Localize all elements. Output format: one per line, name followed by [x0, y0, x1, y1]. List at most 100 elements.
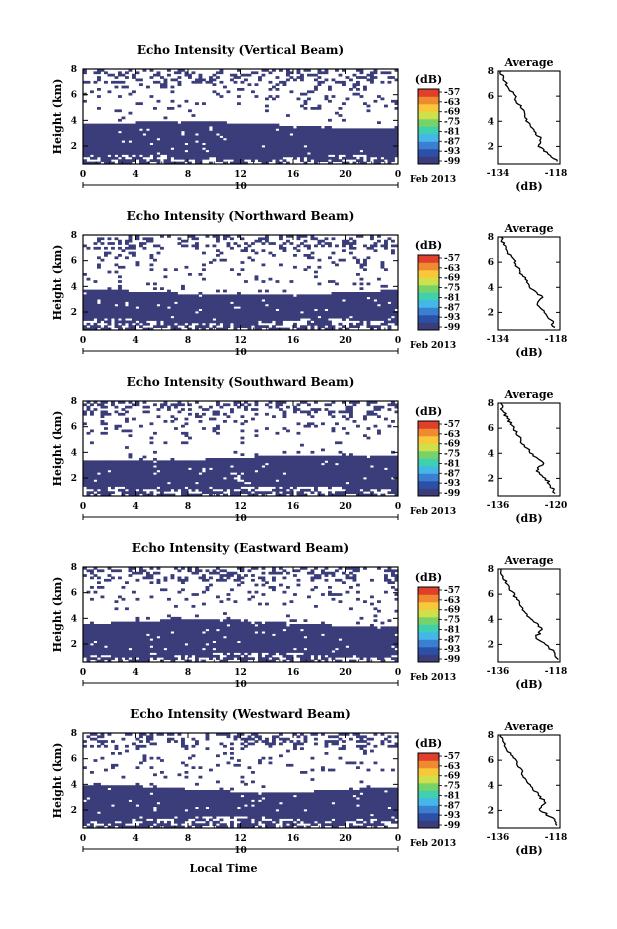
- echo-cell: [212, 128, 217, 132]
- echo-cell: [128, 315, 133, 319]
- echo-cell: [384, 296, 388, 300]
- echo-cell: [363, 102, 367, 106]
- echo-cell: [310, 154, 315, 158]
- echo-cell: [104, 154, 108, 158]
- echo-cell: [261, 161, 266, 165]
- echo-cell: [128, 159, 133, 163]
- echo-cell: [335, 296, 339, 300]
- echo-cell: [286, 327, 290, 331]
- echo-cell: [107, 308, 112, 312]
- echo-cell: [198, 149, 203, 153]
- echo-cell: [251, 303, 255, 307]
- echo-cell: [104, 254, 108, 257]
- echo-cell: [293, 265, 297, 269]
- echo-cell: [223, 126, 227, 129]
- echo-cell: [268, 156, 273, 160]
- echo-cell: [230, 246, 234, 250]
- echo-cell: [254, 251, 259, 255]
- echo-cell: [132, 135, 136, 139]
- echo-cell: [125, 294, 129, 298]
- echo-cell: [289, 462, 294, 466]
- echo-cell: [139, 130, 143, 134]
- echo-cell: [170, 123, 175, 127]
- echo-cell: [226, 320, 231, 324]
- echo-cell: [258, 130, 262, 134]
- echo-cell: [132, 311, 136, 314]
- echo-cell: [128, 123, 133, 127]
- echo-cell: [226, 462, 231, 466]
- echo-cell: [184, 306, 189, 310]
- echo-cell: [219, 130, 224, 134]
- echo-cell: [261, 301, 266, 305]
- echo-cell: [314, 299, 318, 302]
- echo-cell: [237, 156, 241, 160]
- echo-cell: [293, 408, 297, 411]
- echo-cell: [370, 140, 374, 144]
- echo-cell: [125, 465, 129, 468]
- echo-cell: [303, 235, 308, 238]
- echo-cell: [135, 154, 140, 158]
- echo-cell: [265, 474, 269, 478]
- echo-cell: [317, 69, 322, 72]
- echo-cell: [237, 152, 241, 155]
- echo-cell: [289, 484, 294, 487]
- echo-cell: [296, 147, 301, 151]
- echo-cell: [265, 296, 269, 300]
- echo-cell: [125, 130, 129, 134]
- echo-cell: [244, 249, 248, 253]
- echo-cell: [303, 493, 308, 497]
- echo-cell: [139, 320, 143, 324]
- echo-cell: [373, 69, 378, 72]
- echo-cell: [160, 303, 164, 307]
- echo-cell: [128, 484, 133, 487]
- echo-cell: [135, 237, 140, 241]
- echo-cell: [212, 123, 217, 127]
- echo-cell: [286, 405, 290, 409]
- echo-cell: [142, 140, 147, 144]
- echo-cell: [177, 145, 182, 148]
- echo-cell: [104, 401, 108, 404]
- echo-cell: [142, 405, 147, 409]
- echo-cell: [363, 467, 367, 471]
- echo-cell: [188, 121, 192, 125]
- echo-cell: [345, 431, 350, 435]
- echo-cell: [146, 410, 150, 414]
- echo-cell: [219, 481, 224, 485]
- echo-cell: [149, 254, 154, 257]
- echo-cell: [223, 140, 227, 144]
- echo-cell: [167, 130, 171, 134]
- echo-cell: [342, 472, 346, 476]
- echo-cell: [331, 95, 336, 98]
- echo-cell: [146, 484, 150, 487]
- echo-cell: [321, 320, 325, 324]
- echo-cell: [289, 154, 294, 158]
- echo-cell: [184, 71, 189, 75]
- echo-cell: [132, 126, 136, 129]
- echo-cell: [202, 152, 206, 155]
- echo-cell: [191, 472, 196, 476]
- echo-cell: [244, 313, 248, 317]
- echo-cell: [335, 142, 339, 146]
- echo-cell: [254, 313, 259, 317]
- echo-cell: [237, 126, 241, 129]
- echo-cell: [153, 135, 157, 139]
- echo-cell: [359, 477, 364, 480]
- echo-cell: [317, 142, 322, 146]
- echo-cell: [153, 462, 157, 466]
- echo-cell: [296, 133, 301, 136]
- echo-cell: [359, 313, 364, 317]
- echo-cell: [349, 133, 353, 136]
- echo-cell: [321, 299, 325, 302]
- echo-cell: [111, 242, 115, 245]
- echo-cell: [237, 320, 241, 324]
- echo-cell: [118, 246, 122, 250]
- echo-cell: [83, 313, 87, 317]
- echo-cell: [349, 318, 353, 321]
- echo-cell: [268, 95, 273, 98]
- echo-cell: [104, 493, 108, 497]
- echo-cell: [268, 405, 273, 409]
- echo-cell: [86, 462, 91, 466]
- echo-cell: [303, 294, 308, 298]
- echo-cell: [265, 460, 269, 464]
- echo-cell: [167, 405, 171, 409]
